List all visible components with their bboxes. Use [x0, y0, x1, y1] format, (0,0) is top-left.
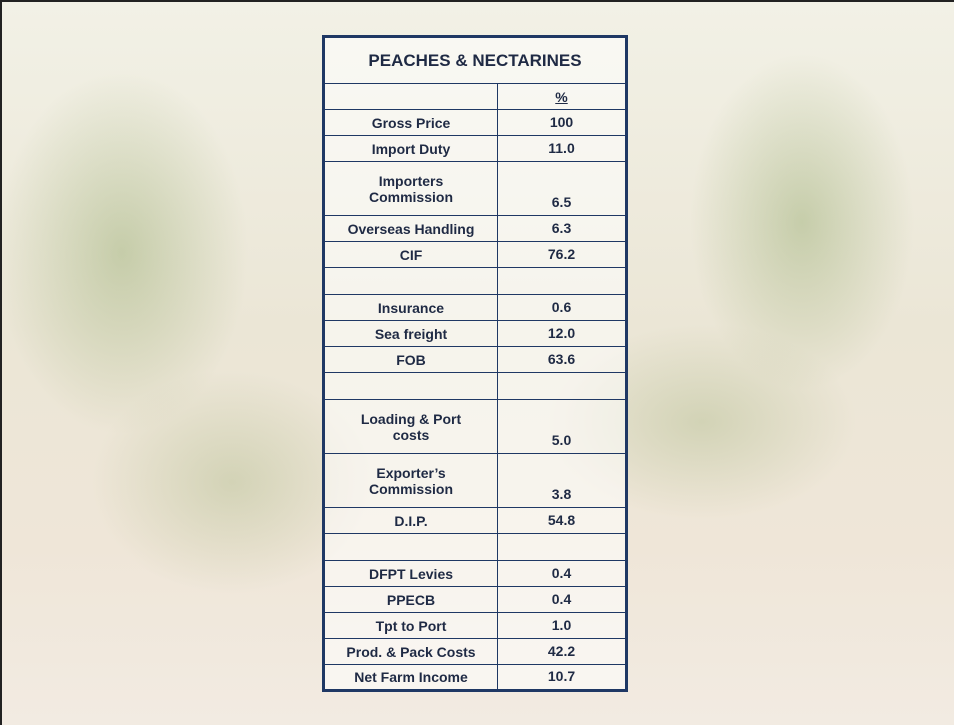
spacer-row [324, 373, 627, 400]
row-value: 1.0 [498, 613, 627, 639]
row-label: Insurance [324, 295, 498, 321]
spacer-row [324, 534, 627, 561]
table-row: D.I.P.54.8 [324, 508, 627, 534]
row-label: Exporter’s Commission [324, 454, 498, 508]
row-value: 0.6 [498, 295, 627, 321]
spacer-cell [324, 373, 498, 400]
row-label: Import Duty [324, 136, 498, 162]
row-value: 12.0 [498, 321, 627, 347]
slide: PEACHES & NECTARINES % Gross Price100Imp… [0, 0, 954, 725]
row-label: CIF [324, 242, 498, 268]
row-value: 10.7 [498, 665, 627, 691]
row-value: 0.4 [498, 561, 627, 587]
row-label: DFPT Levies [324, 561, 498, 587]
header-blank [324, 84, 498, 110]
row-value: 100 [498, 110, 627, 136]
row-value: 42.2 [498, 639, 627, 665]
column-header: % [498, 84, 627, 110]
row-value: 6.5 [498, 162, 627, 216]
row-label: Overseas Handling [324, 216, 498, 242]
row-value: 11.0 [498, 136, 627, 162]
row-label: PPECB [324, 587, 498, 613]
table-title: PEACHES & NECTARINES [324, 37, 627, 84]
row-label: Gross Price [324, 110, 498, 136]
spacer-cell [324, 268, 498, 295]
row-value: 3.8 [498, 454, 627, 508]
row-value: 63.6 [498, 347, 627, 373]
spacer-cell [498, 534, 627, 561]
page: PEACHES & NECTARINES % Gross Price100Imp… [0, 0, 954, 725]
row-value: 76.2 [498, 242, 627, 268]
row-label: Tpt to Port [324, 613, 498, 639]
row-value: 5.0 [498, 400, 627, 454]
row-label: Importers Commission [324, 162, 498, 216]
row-value: 0.4 [498, 587, 627, 613]
row-value: 54.8 [498, 508, 627, 534]
row-value: 6.3 [498, 216, 627, 242]
row-label: Net Farm Income [324, 665, 498, 691]
spacer-cell [498, 268, 627, 295]
spacer-cell [498, 373, 627, 400]
row-label: Sea freight [324, 321, 498, 347]
row-label: Prod. & Pack Costs [324, 639, 498, 665]
spacer-row [324, 268, 627, 295]
spacer-cell [324, 534, 498, 561]
row-label: FOB [324, 347, 498, 373]
row-label: D.I.P. [324, 508, 498, 534]
row-label: Loading & Port costs [324, 400, 498, 454]
